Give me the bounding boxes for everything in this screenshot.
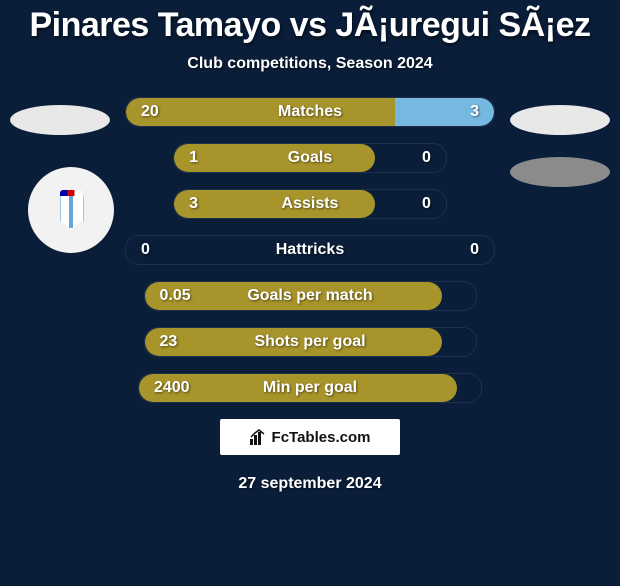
stat-value-right: 0 <box>470 235 479 265</box>
comparison-stage: 203Matches10Goals30Assists00Hattricks0.0… <box>0 97 620 403</box>
stat-track <box>125 235 495 265</box>
player-right-photo <box>510 105 610 135</box>
stat-fill-left <box>145 328 443 356</box>
stat-row: 10Goals <box>125 143 495 173</box>
player-right-photo-2 <box>510 157 610 187</box>
stat-row: 203Matches <box>125 97 495 127</box>
stat-value-left: 1 <box>189 143 198 173</box>
stat-track <box>173 189 447 219</box>
chart-icon <box>250 429 268 445</box>
stat-track <box>144 327 477 357</box>
stat-track <box>173 143 447 173</box>
stat-fill-right <box>395 98 494 126</box>
stat-bars: 203Matches10Goals30Assists00Hattricks0.0… <box>125 97 495 403</box>
stat-row: 00Hattricks <box>125 235 495 265</box>
stat-value-right: 3 <box>470 97 479 127</box>
stat-fill-left <box>126 98 395 126</box>
team-badge-left <box>28 167 114 253</box>
stat-fill-left <box>174 190 375 218</box>
stat-value-left: 23 <box>160 327 178 357</box>
stat-track <box>144 281 477 311</box>
stat-track <box>125 97 495 127</box>
stat-value-left: 3 <box>189 189 198 219</box>
stat-value-right: 0 <box>422 143 431 173</box>
player-left-photo <box>10 105 110 135</box>
stat-row: 2400Min per goal <box>125 373 495 403</box>
date-text: 27 september 2024 <box>0 475 620 493</box>
stat-row: 23Shots per goal <box>125 327 495 357</box>
stat-value-left: 0.05 <box>160 281 191 311</box>
stat-value-left: 0 <box>141 235 150 265</box>
stat-value-left: 20 <box>141 97 159 127</box>
brand-text: FcTables.com <box>272 429 371 446</box>
shield-icon <box>60 190 82 230</box>
stat-value-right: 0 <box>422 189 431 219</box>
stat-row: 0.05Goals per match <box>125 281 495 311</box>
brand-badge: FcTables.com <box>220 419 400 455</box>
stat-fill-left <box>174 144 375 172</box>
subtitle: Club competitions, Season 2024 <box>0 55 620 73</box>
page-title: Pinares Tamayo vs JÃ¡uregui SÃ¡ez <box>0 6 620 45</box>
stat-row: 30Assists <box>125 189 495 219</box>
stat-value-left: 2400 <box>154 373 190 403</box>
